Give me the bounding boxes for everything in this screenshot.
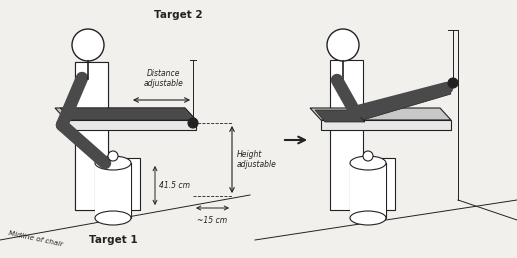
Text: Midline of chair: Midline of chair <box>8 231 64 248</box>
Circle shape <box>188 118 198 128</box>
Ellipse shape <box>350 211 386 225</box>
Polygon shape <box>310 108 451 120</box>
Polygon shape <box>66 120 196 130</box>
Circle shape <box>327 29 359 61</box>
Circle shape <box>448 78 458 88</box>
Polygon shape <box>321 120 451 130</box>
Ellipse shape <box>95 156 131 170</box>
FancyBboxPatch shape <box>330 60 363 210</box>
Polygon shape <box>55 108 196 120</box>
Circle shape <box>72 29 104 61</box>
Polygon shape <box>60 108 196 120</box>
FancyBboxPatch shape <box>363 158 395 210</box>
Text: 41.5 cm: 41.5 cm <box>159 181 190 190</box>
Polygon shape <box>355 85 451 120</box>
FancyBboxPatch shape <box>108 158 140 210</box>
Polygon shape <box>75 62 108 210</box>
FancyBboxPatch shape <box>75 62 108 210</box>
Text: ~15 cm: ~15 cm <box>197 216 227 225</box>
FancyBboxPatch shape <box>350 163 386 218</box>
Text: Distance
adjustable: Distance adjustable <box>144 69 184 88</box>
Circle shape <box>108 151 118 161</box>
FancyBboxPatch shape <box>95 163 131 218</box>
Text: Height
adjustable: Height adjustable <box>237 150 277 169</box>
Text: Target 2: Target 2 <box>154 10 202 20</box>
Ellipse shape <box>95 211 131 225</box>
Polygon shape <box>315 110 365 122</box>
Circle shape <box>363 151 373 161</box>
Text: Target 1: Target 1 <box>89 235 138 245</box>
Ellipse shape <box>350 156 386 170</box>
